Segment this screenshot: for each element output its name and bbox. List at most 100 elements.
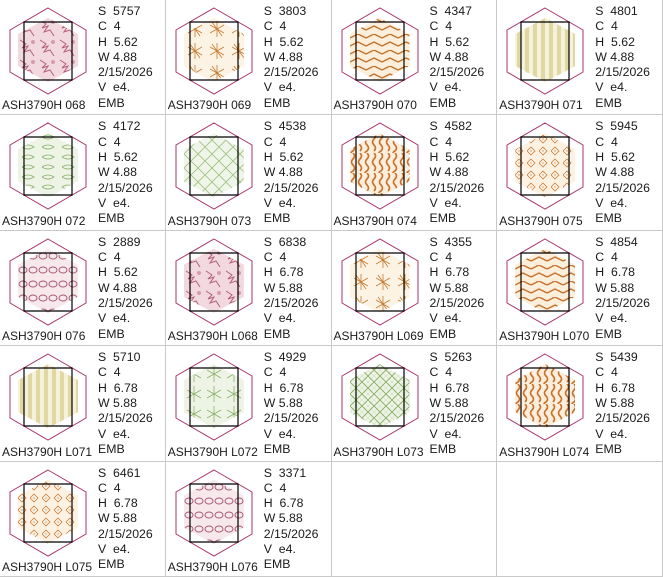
field-type-value: EMB: [264, 327, 291, 341]
field-date-value: 2/15/2026: [595, 181, 650, 195]
thumbnail-hex-3[interactable]: [499, 4, 591, 96]
field-type-value: EMB: [595, 96, 622, 110]
field-H-label: H: [98, 381, 107, 395]
thumbnail-hex-10[interactable]: [334, 235, 426, 327]
grid-cell-0[interactable]: S 5757 C 4 H 5.62 W 4.88 2/15/2026 V e4.…: [0, 0, 166, 115]
grid-cell-6[interactable]: S 4582 C 4 H 5.62 W 4.88 2/15/2026 V e4.…: [332, 115, 498, 230]
grid-cell-2[interactable]: S 4347 C 4 H 5.62 W 4.88 2/15/2026 V e4.…: [332, 0, 498, 115]
thumbnail-hex-7[interactable]: [499, 119, 591, 211]
field-H-value: 5.62: [114, 265, 138, 279]
field-H-value: 6.78: [279, 265, 303, 279]
grid-cell-7[interactable]: S 5945 C 4 H 5.62 W 4.88 2/15/2026 V e4.…: [497, 115, 663, 230]
field-S-label: S: [430, 4, 438, 18]
thumbnail-hex-2[interactable]: [334, 4, 426, 96]
field-W-value: 4.88: [445, 165, 469, 179]
field-W-value: 4.88: [113, 50, 137, 64]
field-W-label: W: [264, 165, 276, 179]
thumbnail-hex-15[interactable]: [499, 350, 591, 442]
field-V-value: e4.: [113, 311, 130, 325]
field-W-label: W: [595, 281, 607, 295]
field-V-value: e4.: [279, 542, 296, 556]
thumbnail-hex-11[interactable]: [499, 235, 591, 327]
grid-cell-10[interactable]: S 4355 C 4 H 6.78 W 5.88 2/15/2026 V e4.…: [332, 231, 498, 346]
field-S-value: 5757: [113, 4, 140, 18]
grid-cell-12[interactable]: S 5710 C 4 H 6.78 W 5.88 2/15/2026 V e4.…: [0, 346, 166, 461]
field-type-value: EMB: [595, 442, 622, 456]
field-W-value: 5.88: [279, 396, 303, 410]
field-date-value: 2/15/2026: [98, 411, 153, 425]
field-C-label: C: [430, 19, 439, 33]
grid-cell-8[interactable]: S 2889 C 4 H 5.62 W 4.88 2/15/2026 V e4.…: [0, 231, 166, 346]
grid-cell-1[interactable]: S 3803 C 4 H 5.62 W 4.88 2/15/2026 V e4.…: [166, 0, 332, 115]
grid-cell-9[interactable]: S 6838 C 4 H 6.78 W 5.88 2/15/2026 V e4.…: [166, 231, 332, 346]
thumbnail-label-15: ASH3790H L074: [499, 445, 589, 459]
field-C-label: C: [430, 250, 439, 264]
field-S-label: S: [264, 119, 272, 133]
field-S-label: S: [430, 235, 438, 249]
thumbnail-hex-9[interactable]: [168, 235, 260, 327]
field-type-value: EMB: [430, 96, 457, 110]
thumbnail-info-14: S 5263 C 4 H 6.78 W 5.88 2/15/2026 V e4.…: [426, 348, 495, 460]
field-V-label: V: [430, 80, 438, 94]
field-C-label: C: [98, 365, 107, 379]
grid-cell-4[interactable]: S 4172 C 4 H 5.62 W 4.88 2/15/2026 V e4.…: [0, 115, 166, 230]
field-date-value: 2/15/2026: [264, 65, 319, 79]
thumbnail-hex-4[interactable]: [2, 119, 94, 211]
thumbnail-info-13: S 4929 C 4 H 6.78 W 5.88 2/15/2026 V e4.…: [260, 348, 329, 460]
field-H-value: 5.62: [114, 35, 138, 49]
grid-cell-14[interactable]: S 5263 C 4 H 6.78 W 5.88 2/15/2026 V e4.…: [332, 346, 498, 461]
field-V-label: V: [98, 196, 106, 210]
field-V-label: V: [264, 196, 272, 210]
grid-cell-15[interactable]: S 5439 C 4 H 6.78 W 5.88 2/15/2026 V e4.…: [497, 346, 663, 461]
thumbnail-label-13: ASH3790H L072: [168, 445, 258, 459]
field-S-label: S: [595, 119, 603, 133]
field-W-value: 4.88: [610, 50, 634, 64]
field-type-value: EMB: [264, 557, 291, 571]
thumbnail-hex-1[interactable]: [168, 4, 260, 96]
field-S-value: 4172: [113, 119, 140, 133]
field-V-label: V: [430, 427, 438, 441]
thumbnail-hex-8[interactable]: [2, 235, 94, 327]
grid-cell-5[interactable]: S 4538 C 4 H 5.62 W 4.88 2/15/2026 V e4.…: [166, 115, 332, 230]
thumbnail-hex-16[interactable]: [2, 466, 94, 558]
field-date-value: 2/15/2026: [595, 411, 650, 425]
thumbnail-hex-12[interactable]: [2, 350, 94, 442]
field-date-value: 2/15/2026: [430, 296, 485, 310]
field-S-label: S: [595, 350, 603, 364]
grid-cell-17[interactable]: S 3371 C 4 H 6.78 W 5.88 2/15/2026 V e4.…: [166, 462, 332, 577]
grid-cell-3[interactable]: S 4801 C 4 H 5.62 W 4.88 2/15/2026 V e4.…: [497, 0, 663, 115]
thumbnail-hex-17[interactable]: [168, 466, 260, 558]
grid-cell-11[interactable]: S 4854 C 4 H 6.78 W 5.88 2/15/2026 V e4.…: [497, 231, 663, 346]
thumbnail-hex-13[interactable]: [168, 350, 260, 442]
thumbnail-info-5: S 4538 C 4 H 5.62 W 4.88 2/15/2026 V e4.…: [260, 117, 329, 229]
thumbnail-info-2: S 4347 C 4 H 5.62 W 4.88 2/15/2026 V e4.…: [426, 2, 495, 114]
field-S-label: S: [595, 235, 603, 249]
field-W-value: 5.88: [445, 396, 469, 410]
thumbnail-hex-6[interactable]: [334, 119, 426, 211]
field-H-label: H: [430, 381, 439, 395]
grid-cell-16[interactable]: S 6461 C 4 H 6.78 W 5.88 2/15/2026 V e4.…: [0, 462, 166, 577]
field-W-value: 4.88: [279, 50, 303, 64]
field-V-label: V: [264, 427, 272, 441]
thumbnail-info-3: S 4801 C 4 H 5.62 W 4.88 2/15/2026 V e4.…: [591, 2, 660, 114]
field-H-label: H: [430, 265, 439, 279]
field-type-value: EMB: [595, 327, 622, 341]
field-C-value: 4: [114, 135, 121, 149]
thumbnail-hex-5[interactable]: [168, 119, 260, 211]
field-type-value: EMB: [264, 211, 291, 225]
thumbnail-hex-14[interactable]: [334, 350, 426, 442]
field-V-value: e4.: [610, 311, 627, 325]
field-C-label: C: [98, 135, 107, 149]
grid-cell-13[interactable]: S 4929 C 4 H 6.78 W 5.88 2/15/2026 V e4.…: [166, 346, 332, 461]
field-V-label: V: [264, 542, 272, 556]
field-W-value: 4.88: [113, 165, 137, 179]
thumbnail-hex-0[interactable]: [2, 4, 94, 96]
field-V-label: V: [264, 80, 272, 94]
field-date-value: 2/15/2026: [264, 181, 319, 195]
field-C-value: 4: [611, 19, 618, 33]
field-S-value: 6461: [113, 466, 140, 480]
field-C-label: C: [595, 365, 604, 379]
field-C-label: C: [98, 481, 107, 495]
field-W-value: 4.88: [610, 165, 634, 179]
field-H-value: 6.78: [445, 265, 469, 279]
